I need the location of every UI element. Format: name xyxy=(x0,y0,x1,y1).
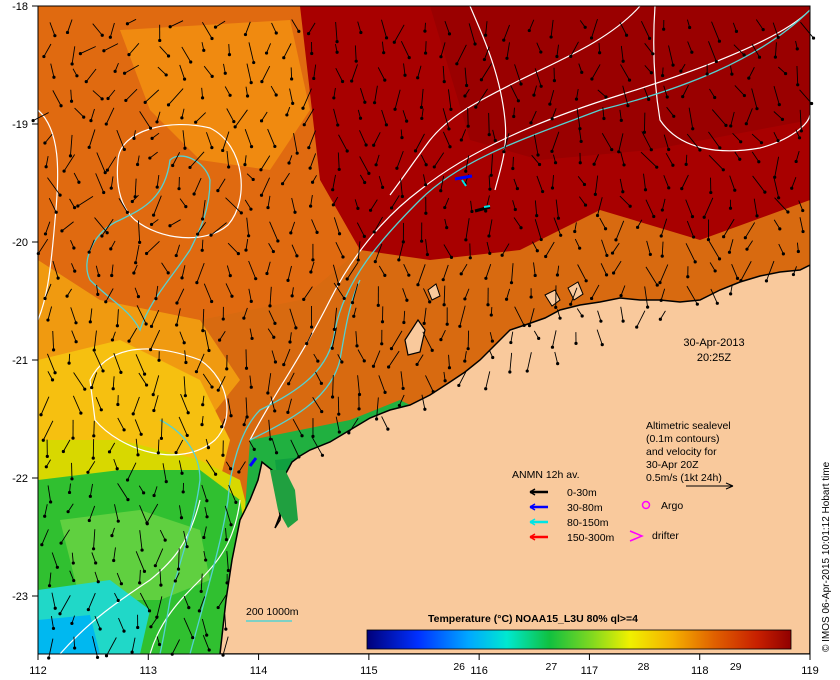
argo-legend: Argo xyxy=(641,500,683,512)
island xyxy=(404,318,426,356)
anmn-legend: ANMN 12h av. 0-30m 30-80m 80-150m 150-300m xyxy=(512,469,615,544)
latitude-axis: -18 -19 -20 -21 -22 -23 xyxy=(12,1,38,603)
anmn-legend-label: 150-300m xyxy=(567,532,615,544)
lat-tick-label: -18 xyxy=(12,1,28,13)
anmn-legend-label: 30-80m xyxy=(567,502,603,514)
longitude-axis: 112 113 114 115 116 117 118 119 xyxy=(29,654,819,677)
date-label: 30-Apr-2013 xyxy=(683,337,744,349)
lon-tick-label: 116 xyxy=(470,665,488,677)
anmn-legend-item: 30-80m xyxy=(529,502,603,514)
colorbar-tick-label: 28 xyxy=(638,661,650,673)
svg-text:0.5m/s (1kt 24h): 0.5m/s (1kt 24h) xyxy=(646,472,722,484)
credit-text: © IMOS 06-Apr-2015 10:01:12 Hobart time xyxy=(821,461,832,652)
svg-text:Argo: Argo xyxy=(661,500,683,512)
colorbar-tick-label: 29 xyxy=(730,661,742,673)
anmn-legend-label: 0-30m xyxy=(567,487,597,499)
svg-text:drifter: drifter xyxy=(652,530,679,542)
svg-text:(0.1m contours): (0.1m contours) xyxy=(646,433,720,445)
lon-tick-label: 114 xyxy=(250,665,268,677)
colorbar-gradient xyxy=(366,629,792,650)
colorbar-title: Temperature (°C) NOAA15_L3U 80% ql>=4 xyxy=(428,613,638,625)
lon-tick-label: 113 xyxy=(140,665,158,677)
land-mass xyxy=(219,264,810,654)
svg-text:Altimetric sealevel: Altimetric sealevel xyxy=(646,420,731,432)
colorbar-tick-label: 26 xyxy=(453,661,465,673)
anmn-legend-item: 150-300m xyxy=(529,532,615,544)
lat-tick-label: -21 xyxy=(12,355,28,367)
anmn-legend-label: 80-150m xyxy=(567,517,609,529)
mooring-markers xyxy=(248,174,491,467)
lat-tick-label: -20 xyxy=(12,237,28,249)
colorbar: Temperature (°C) NOAA15_L3U 80% ql>=4 26… xyxy=(366,613,792,673)
svg-text:30-Apr 20Z: 30-Apr 20Z xyxy=(646,459,699,471)
anmn-legend-item: 0-30m xyxy=(529,487,597,499)
scale-arrow-head xyxy=(725,482,734,490)
lon-tick-label: 112 xyxy=(29,665,47,677)
argo-marker xyxy=(641,500,651,510)
lon-tick-label: 118 xyxy=(691,665,709,677)
lat-tick-label: -22 xyxy=(12,473,28,485)
lat-tick-label: -19 xyxy=(12,119,28,131)
svg-text:200 1000m: 200 1000m xyxy=(246,606,299,618)
drifter-marker xyxy=(629,530,644,542)
anmn-legend-item: 80-150m xyxy=(529,517,609,529)
lon-tick-label: 117 xyxy=(581,665,599,677)
altimetry-note: Altimetric sealevel (0.1m contours) and … xyxy=(646,420,734,490)
time-label: 20:25Z xyxy=(697,352,732,364)
lon-tick-label: 119 xyxy=(801,665,819,677)
lon-tick-label: 115 xyxy=(360,665,378,677)
isobath-legend: 200 1000m xyxy=(246,606,299,622)
lat-tick-label: -23 xyxy=(12,591,28,603)
plot-frame xyxy=(37,5,811,655)
svg-text:and velocity for: and velocity for xyxy=(646,446,717,458)
sst-field xyxy=(38,6,810,654)
colorbar-tick-label: 27 xyxy=(546,661,558,673)
svg-text:ANMN 12h av.: ANMN 12h av. xyxy=(512,469,580,481)
island xyxy=(427,283,441,301)
velocity-arrows xyxy=(31,18,816,660)
drifter-legend: drifter xyxy=(629,530,679,542)
